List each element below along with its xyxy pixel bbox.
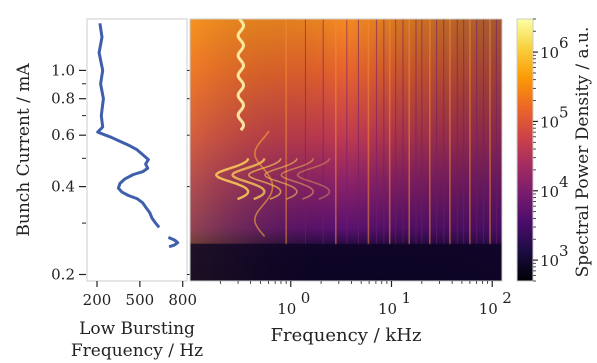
colorbar-tick-exponent: 3 [559,242,569,260]
spectral-ridge-secondary [253,130,274,237]
spectral-ridge-zigzag [214,158,250,201]
colorbar-tick-label: 10 [540,44,559,62]
spectrogram-frame [189,18,503,282]
spectrogram-x-tick-label: 10 [277,300,296,318]
spectral-ridge-main [236,19,246,132]
spectrogram-x-axis-label: Frequency / kHz [271,325,422,346]
colorbar-label: Spectral Power Density / a.u. [573,27,593,278]
bursting-frequency-line [167,236,180,249]
left-x-tick-label: 800 [168,291,197,309]
spectrogram-x-tick-exponent: 1 [401,289,411,307]
left-x-axis-label-line1: Low Bursting [79,319,195,339]
left-y-tick-label: 0.4 [51,178,75,196]
left-y-tick-label: 0.6 [51,126,75,144]
left-x-tick-label: 200 [83,291,112,309]
left-y-ticks: 0.2 0.4 0.6 0.8 1.0 [51,61,191,283]
spectrogram-x-tick-label: 10 [479,300,498,318]
colorbar-tick-label: 10 [540,113,559,131]
left-x-tick-label: 500 [126,291,155,309]
low-current-dark-band [190,243,502,281]
spectral-ridge-zigzag [247,158,282,200]
left-y-tick-label: 0.2 [51,265,75,283]
spectrogram-lines [190,19,502,281]
low-bursting-panel: 0.2 0.4 0.6 0.8 1.0 200 500 800 Bunch Current … [14,18,203,361]
spectrogram-x-tick-exponent: 0 [301,289,311,307]
spectral-ridge-zigzag [231,158,266,201]
spectrogram-ridges [214,19,331,237]
colorbar-tick-label: 10 [540,252,559,270]
left-x-ticks: 200 500 800 [83,281,197,309]
left-x-axis-label-line2: Frequency / Hz [71,341,203,361]
spectrogram-shading [190,19,502,281]
colorbar-gradient [516,18,534,282]
left-y-tick-label: 0.8 [51,90,75,108]
left-y-tick-label: 1.0 [51,61,75,79]
bursting-frequency-line [96,23,161,229]
colorbar-tick-exponent: 6 [559,34,569,52]
left-y-axis-label: Bunch Current / mA [14,63,34,237]
spectrogram-x-tick-label: 10 [378,300,397,318]
spectral-ridge-zigzag [280,158,315,200]
colorbar-tick-label: 10 [540,183,559,201]
spectrogram-x-tick-exponent: 2 [502,289,512,307]
colorbar-tick-exponent: 5 [559,103,569,121]
spectral-ridge-zigzag [296,158,331,200]
colorbar-tick-exponent: 4 [559,173,569,191]
bursting-frequency-series [96,23,180,249]
